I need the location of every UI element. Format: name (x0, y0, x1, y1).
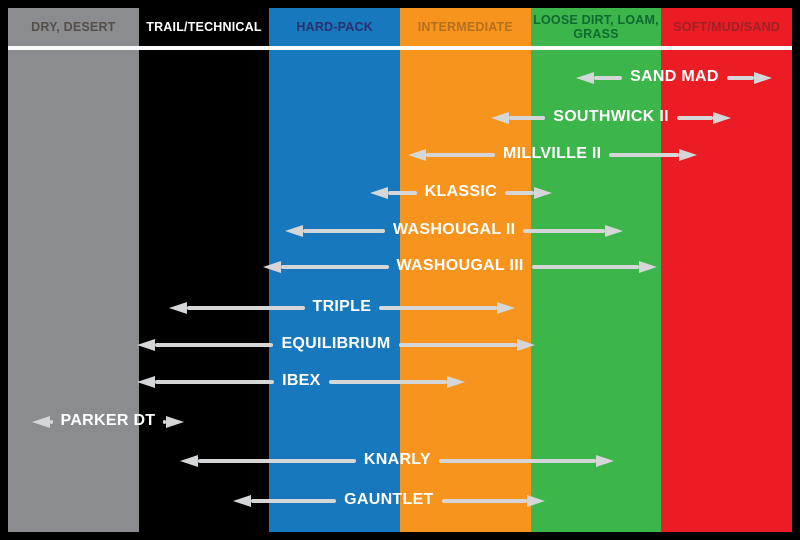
tire-label-triple: TRIPLE (312, 298, 372, 315)
arrow-left-icon (262, 261, 281, 273)
column-header-label: TRAIL/TECHNICAL (146, 20, 262, 34)
arrow-shaft (438, 459, 597, 463)
arrow-shaft (280, 265, 389, 269)
arrow-shaft (379, 306, 497, 310)
tire-row-knarly: KNARLY (180, 451, 615, 471)
arrow-shaft (531, 265, 640, 269)
tire-row-triple: TRIPLE (168, 298, 515, 318)
arrow-left-icon (168, 302, 187, 314)
arrow-shaft (609, 153, 679, 157)
arrow-shaft (594, 76, 623, 80)
arrow-right-icon (166, 416, 185, 428)
arrow-shaft (155, 343, 274, 347)
arrow-shaft (387, 191, 417, 195)
arrow-shaft (49, 420, 53, 424)
tire-label-southwick-ii: SOUTHWICK II (553, 108, 669, 125)
tire-label-klassic: KLASSIC (424, 183, 497, 200)
arrow-right-icon (447, 376, 466, 388)
column-header-trail-technical: TRAIL/TECHNICAL (139, 8, 270, 46)
arrow-shaft (504, 191, 534, 195)
column-header-label: DRY, DESERT (31, 20, 116, 34)
arrow-left-icon (576, 72, 595, 84)
arrow-shaft (328, 380, 448, 384)
divider-line (8, 46, 792, 50)
tire-row-sand-mad: SAND MAD (576, 68, 773, 88)
tire-label-parker-dt: PARKER DT (60, 412, 156, 429)
arrow-right-icon (712, 112, 731, 124)
tire-label-equilibrium: EQUILIBRIUM (281, 335, 391, 352)
arrow-left-icon (285, 225, 303, 237)
tire-label-washougal-ii: WASHOUGAL II (393, 221, 516, 238)
tire-label-gauntlet: GAUNTLET (344, 491, 434, 508)
tire-label-sand-mad: SAND MAD (630, 68, 719, 85)
tire-row-washougal-iii: WASHOUGAL III (262, 257, 658, 277)
arrow-shaft (155, 380, 275, 384)
column-soft-mud-sand (661, 8, 792, 532)
arrow-shaft (441, 499, 528, 503)
arrow-right-icon (605, 225, 624, 237)
tire-label-ibex: IBEX (282, 372, 321, 389)
arrow-shaft (163, 420, 167, 424)
column-hard-pack (269, 8, 400, 532)
column-dry-desert (8, 8, 139, 532)
arrow-left-icon (491, 112, 510, 124)
tire-row-southwick-ii: SOUTHWICK II (491, 108, 731, 128)
column-intermediate (400, 8, 531, 532)
column-header-label: INTERMEDIATE (417, 20, 513, 34)
arrow-shaft (198, 459, 356, 463)
tire-row-klassic: KLASSIC (369, 183, 552, 203)
column-header-label: LOOSE DIRT, LOAM, GRASS (533, 13, 659, 41)
arrow-left-icon (180, 455, 199, 467)
tire-row-parker-dt: PARKER DT (31, 412, 185, 432)
arrow-right-icon (678, 149, 697, 161)
column-header-intermediate: INTERMEDIATE (400, 8, 531, 46)
arrow-shaft (523, 229, 606, 233)
arrow-right-icon (516, 339, 535, 351)
column-trail-technical (138, 8, 270, 532)
arrow-left-icon (407, 149, 426, 161)
column-header-soft-mud-sand: SOFT/MUD/SAND (661, 8, 792, 46)
arrow-left-icon (232, 495, 251, 507)
arrow-shaft (250, 499, 337, 503)
tire-row-washougal-ii: WASHOUGAL II (285, 221, 624, 241)
arrow-left-icon (31, 416, 50, 428)
arrow-right-icon (754, 72, 773, 84)
tire-terrain-chart: DRY, DESERT TRAIL/TECHNICAL HARD-PACK IN… (8, 8, 792, 532)
column-header-label: SOFT/MUD/SAND (673, 20, 781, 34)
arrow-right-icon (496, 302, 515, 314)
arrow-right-icon (533, 187, 552, 199)
arrow-shaft (726, 76, 755, 80)
tire-label-knarly: KNARLY (363, 451, 431, 468)
arrow-left-icon (137, 339, 156, 351)
column-header-dry-desert: DRY, DESERT (8, 8, 139, 46)
arrow-shaft (676, 116, 713, 120)
arrow-left-icon (137, 376, 156, 388)
arrow-right-icon (639, 261, 658, 273)
arrow-left-icon (369, 187, 388, 199)
tire-row-gauntlet: GAUNTLET (232, 491, 546, 511)
arrow-shaft (303, 229, 385, 233)
tire-row-millville-ii: MILLVILLE II (407, 145, 697, 165)
tire-row-ibex: IBEX (137, 372, 466, 392)
arrow-shaft (509, 116, 546, 120)
arrow-right-icon (596, 455, 615, 467)
tire-label-millville-ii: MILLVILLE II (503, 145, 602, 162)
arrow-right-icon (527, 495, 546, 507)
column-header-hard-pack: HARD-PACK (269, 8, 400, 46)
tire-row-equilibrium: EQUILIBRIUM (137, 335, 535, 355)
arrow-shaft (425, 153, 496, 157)
tire-label-washougal-iii: WASHOUGAL III (396, 257, 524, 274)
arrow-shaft (186, 306, 305, 310)
arrow-shaft (398, 343, 517, 347)
column-header-label: HARD-PACK (296, 20, 373, 34)
column-header-loose-dirt: LOOSE DIRT, LOAM, GRASS (531, 8, 662, 46)
